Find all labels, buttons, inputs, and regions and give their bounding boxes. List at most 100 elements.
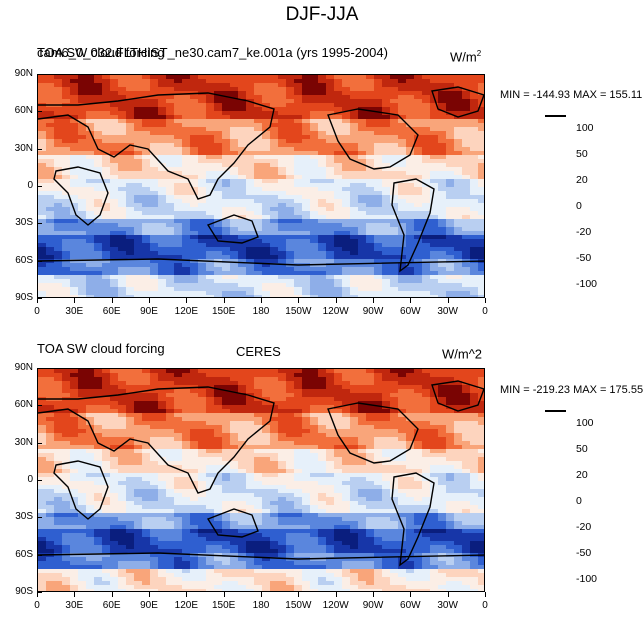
colorbar-tick-label: 20 [576, 469, 588, 481]
lon-tick-label: 60W [400, 600, 421, 611]
colorbar-tick-label: -20 [576, 521, 591, 533]
lat-tick [37, 517, 42, 518]
lat-tick [37, 186, 42, 187]
lon-tick [485, 298, 486, 303]
lat-tick-label: 30N [15, 437, 33, 448]
lon-tick-label: 0 [482, 600, 488, 611]
lat-tick-label: 60N [15, 105, 33, 116]
lon-tick [410, 592, 411, 597]
lon-tick [186, 298, 187, 303]
ceres-panel: TOA SW cloud forcing CERES W/m^2 MIN = -… [0, 341, 644, 641]
lat-tick-label: 60S [15, 255, 33, 266]
lat-tick-label: 90N [15, 68, 33, 79]
lat-tick-label: 60N [15, 399, 33, 410]
colorbar-tick-label: 0 [576, 200, 582, 212]
lon-tick [448, 592, 449, 597]
lon-tick-label: 30E [65, 600, 83, 611]
lon-tick-label: 120W [323, 306, 349, 317]
lon-tick [224, 298, 225, 303]
panel-center-title: CERES [236, 344, 281, 359]
lon-tick [224, 592, 225, 597]
lon-tick-label: 0 [34, 306, 40, 317]
lat-tick [37, 223, 42, 224]
lon-tick [373, 298, 374, 303]
lon-tick-label: 90E [140, 306, 158, 317]
lon-tick [298, 298, 299, 303]
field-raster [38, 75, 485, 298]
lon-tick-label: 90E [140, 600, 158, 611]
colorbar-tick-label: 100 [576, 417, 594, 429]
lon-tick-label: 90W [363, 306, 384, 317]
colorbar-tick-label: -50 [576, 547, 591, 559]
figure-title: DJF-JJA [0, 4, 644, 26]
colorbar-tick-label: -50 [576, 252, 591, 264]
lon-tick-label: 150W [285, 600, 311, 611]
lat-tick-label: 60S [15, 549, 33, 560]
colorbar [545, 115, 566, 117]
lon-tick [149, 298, 150, 303]
lon-tick [410, 298, 411, 303]
colorbar-tick-label: -20 [576, 226, 591, 238]
lon-tick [448, 298, 449, 303]
lon-tick-label: 30W [437, 600, 458, 611]
lon-tick-label: 90W [363, 600, 384, 611]
lon-tick-label: 180 [253, 600, 270, 611]
lon-tick-label: 0 [482, 306, 488, 317]
colorbar [545, 410, 566, 412]
lat-tick [37, 149, 42, 150]
lat-tick [37, 111, 42, 112]
colorbar-tick-label: 100 [576, 122, 594, 134]
panel-case-title: cam6_0_032.FLTHIST_ne30.cam7_ke.001a (yr… [37, 45, 388, 60]
lon-tick [74, 592, 75, 597]
field-raster [38, 369, 485, 592]
lon-tick [149, 592, 150, 597]
lat-tick [37, 261, 42, 262]
colorbar-tick-label: 50 [576, 443, 588, 455]
lon-tick-label: 30W [437, 306, 458, 317]
lat-tick-label: 30N [15, 143, 33, 154]
model-panel: TOA SW cloud forcing cam6_0_032.FLTHIST_… [0, 45, 644, 345]
lon-tick [37, 298, 38, 303]
lon-tick [37, 592, 38, 597]
lat-tick [37, 405, 42, 406]
lon-tick-label: 60E [103, 600, 121, 611]
lon-tick [298, 592, 299, 597]
lon-tick [336, 592, 337, 597]
lon-tick [112, 298, 113, 303]
lat-tick [37, 368, 42, 369]
lat-tick-label: 0 [27, 474, 33, 485]
lon-tick-label: 0 [34, 600, 40, 611]
lat-tick-label: 90N [15, 362, 33, 373]
lat-tick [37, 443, 42, 444]
lon-tick-label: 60E [103, 306, 121, 317]
lon-tick [261, 298, 262, 303]
lat-tick-label: 30S [15, 511, 33, 522]
lon-tick [186, 592, 187, 597]
lon-tick-label: 120E [175, 600, 198, 611]
panel-units: W/m2 [450, 49, 481, 64]
lon-tick [336, 298, 337, 303]
lon-tick-label: 120W [323, 600, 349, 611]
lat-tick [37, 74, 42, 75]
lon-tick [373, 592, 374, 597]
colorbar-tick-label: 0 [576, 495, 582, 507]
lat-tick-label: 0 [27, 180, 33, 191]
model-map [37, 74, 485, 298]
lon-tick-label: 150E [212, 600, 235, 611]
min-max-label: MIN = -219.23 MAX = 175.55 [500, 384, 643, 396]
lat-tick [37, 555, 42, 556]
lat-tick-label: 90S [15, 292, 33, 303]
panel-left-title: TOA SW cloud forcing [37, 341, 165, 356]
lon-tick-label: 120E [175, 306, 198, 317]
colorbar-tick-label: -100 [576, 278, 597, 290]
lat-tick-label: 90S [15, 586, 33, 597]
lon-tick-label: 60W [400, 306, 421, 317]
lon-tick [74, 298, 75, 303]
lat-tick [37, 480, 42, 481]
lon-tick [261, 592, 262, 597]
colorbar-tick-label: 20 [576, 174, 588, 186]
lat-tick-label: 30S [15, 217, 33, 228]
lon-tick-label: 150W [285, 306, 311, 317]
lon-tick-label: 30E [65, 306, 83, 317]
min-max-label: MIN = -144.93 MAX = 155.11 [500, 89, 642, 101]
